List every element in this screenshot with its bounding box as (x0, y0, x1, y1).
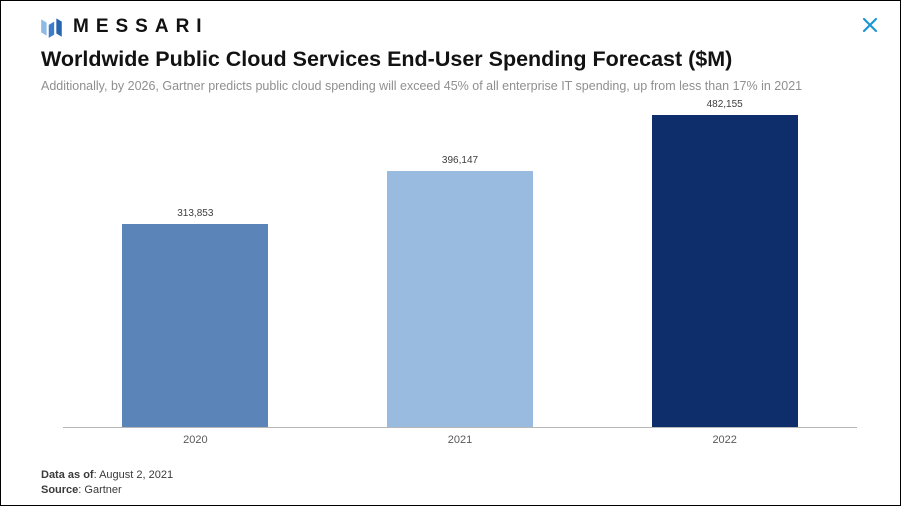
messari-brand: MESSARI (39, 14, 900, 40)
brand-wordmark: MESSARI (73, 16, 209, 37)
bar-wrap: 482,155 (651, 99, 798, 428)
plot-area: 313,853 396,147 482,155 (63, 94, 857, 429)
data-as-of-value: : August 2, 2021 (93, 469, 174, 482)
footer: Data as of: August 2, 2021 Source: Gartn… (41, 468, 860, 498)
x-axis-labels: 2020 2021 2022 (63, 434, 857, 446)
bar-2021 (387, 171, 533, 428)
header: MESSARI (1, 1, 900, 41)
source-label: Source (41, 484, 79, 497)
chart-subtitle: Additionally, by 2026, Gartner predicts … (41, 78, 803, 93)
bar-chart: 313,853 396,147 482,155 2020 2021 2022 (63, 94, 857, 446)
bar-wrap: 396,147 (387, 155, 533, 428)
messari-logo-icon (39, 14, 65, 40)
bar-value-label-2020: 313,853 (177, 208, 214, 220)
bar-value-label-2022: 482,155 (706, 99, 743, 111)
source-line: Source: Gartner (41, 483, 860, 498)
chart-title: Worldwide Public Cloud Services End-User… (41, 47, 733, 71)
data-as-of-line: Data as of: August 2, 2021 (41, 468, 860, 483)
x-axis-label-2021: 2021 (447, 434, 473, 447)
bar-2022 (651, 115, 798, 428)
bar-2020 (122, 224, 269, 428)
bar-column-2022: 482,155 (592, 94, 857, 428)
x-axis-label-2022: 2022 (712, 434, 737, 447)
data-as-of-label: Data as of (41, 469, 94, 482)
x-axis-label-2020: 2020 (183, 434, 208, 447)
bar-column-2020: 313,853 (63, 94, 328, 428)
source-value: : Gartner (78, 484, 122, 497)
bar-column-2021: 396,147 (328, 94, 593, 428)
bar-wrap: 313,853 (122, 208, 269, 428)
close-icon[interactable] (858, 13, 882, 37)
bar-value-label-2021: 396,147 (441, 155, 479, 167)
